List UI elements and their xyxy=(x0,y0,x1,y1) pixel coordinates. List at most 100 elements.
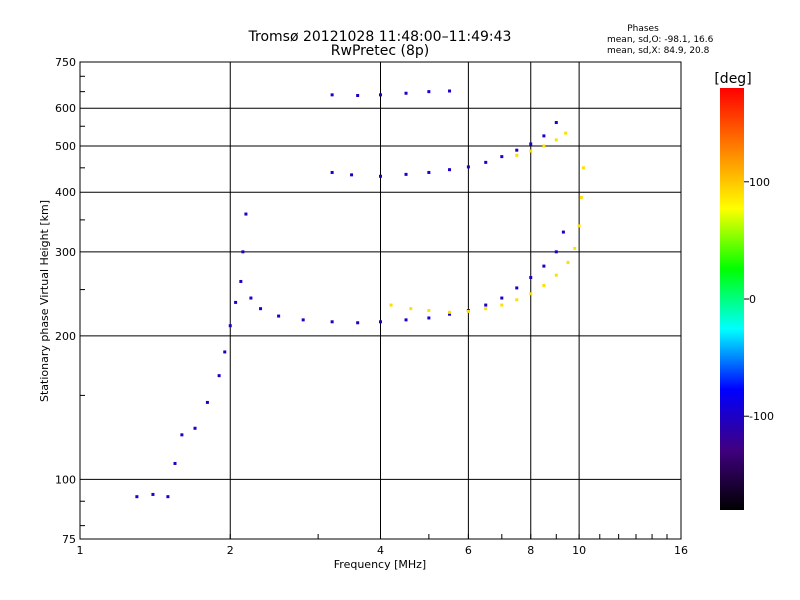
y-tick-label: 200 xyxy=(55,330,76,343)
y-tick-label: 300 xyxy=(55,246,76,259)
x-axis-label: Frequency [MHz] xyxy=(334,558,426,571)
x-tick-label: 4 xyxy=(377,544,384,557)
echo-point-o xyxy=(448,89,452,93)
echo-point-o xyxy=(484,303,488,307)
echo-point-x xyxy=(409,307,413,311)
echo-point-o xyxy=(466,165,470,169)
x-axis-ticks: 1 2 4 6 8 10 16 xyxy=(77,534,688,557)
echo-point-x xyxy=(564,131,568,135)
echo-point-o xyxy=(515,286,519,290)
echo-point-o xyxy=(542,264,546,268)
echo-point-o xyxy=(244,212,248,216)
echo-point-o xyxy=(151,492,155,496)
echo-point-o xyxy=(356,321,360,325)
echo-point-o xyxy=(379,320,382,324)
x-tick-label: 2 xyxy=(227,544,234,557)
echo-point-x xyxy=(554,273,558,277)
echo-point-o xyxy=(427,170,431,174)
echo-point-o xyxy=(330,320,334,324)
echo-point-x xyxy=(554,138,558,142)
x-tick-label: 16 xyxy=(674,544,688,557)
colorbar-label: [deg] xyxy=(714,71,751,87)
echo-point-x xyxy=(579,195,583,199)
echo-point-x xyxy=(515,153,519,157)
echo-point-o xyxy=(484,160,488,164)
echo-point-o xyxy=(217,374,221,378)
y-tick-label: 500 xyxy=(55,140,76,153)
echo-point-o xyxy=(301,318,305,322)
echo-point-o xyxy=(427,316,431,320)
echo-point-o xyxy=(356,94,360,98)
x-tick-label: 10 xyxy=(572,544,586,557)
echo-point-x xyxy=(581,166,585,170)
echo-point-x xyxy=(529,149,533,153)
echo-point-o xyxy=(180,433,184,437)
echo-point-o xyxy=(379,174,382,178)
echo-point-o xyxy=(404,318,408,322)
legend-title: Phases xyxy=(627,24,659,34)
echo-point-x xyxy=(515,298,519,302)
echo-point-o xyxy=(330,170,334,174)
y-tick-label: 600 xyxy=(55,102,76,115)
echo-point-o xyxy=(277,314,281,318)
chart-subtitle: RwPretec (8p) xyxy=(331,43,429,59)
colorbar-tick-label: -100 xyxy=(749,410,774,423)
echo-point-x xyxy=(427,308,431,312)
legend-line-x: mean, sd,X: 84.9, 20.8 xyxy=(607,46,710,56)
echo-point-o xyxy=(135,495,139,499)
echo-point-o xyxy=(239,279,243,283)
echo-point-o xyxy=(542,134,546,138)
echo-point-o xyxy=(404,91,408,95)
colorbar-tick-label: 100 xyxy=(749,176,770,189)
echo-point-x xyxy=(542,283,546,287)
echo-point-o xyxy=(223,350,227,354)
echo-point-o xyxy=(404,172,408,176)
echo-point-x xyxy=(577,224,581,228)
echo-point-o xyxy=(350,173,354,177)
echo-point-o xyxy=(241,250,245,254)
echo-point-o xyxy=(330,93,334,97)
echo-point-o xyxy=(529,142,533,146)
chart-title: Tromsø 20121028 11:48:00–11:49:43 xyxy=(248,29,512,45)
y-tick-label: 400 xyxy=(55,186,76,199)
y-tick-label: 75 xyxy=(62,533,76,546)
echo-point-o xyxy=(554,121,558,125)
x-tick-label: 1 xyxy=(77,544,84,557)
y-tick-label: 750 xyxy=(55,56,76,69)
plot-grid xyxy=(80,62,681,539)
echo-point-o xyxy=(529,276,533,280)
echo-point-o xyxy=(228,324,232,328)
echo-point-o xyxy=(166,495,170,499)
echo-point-x xyxy=(466,309,470,313)
legend-line-o: mean, sd,O: -98.1, 16.6 xyxy=(607,35,714,45)
echo-point-o xyxy=(448,168,452,172)
echo-point-x xyxy=(448,310,452,314)
echo-point-x xyxy=(389,303,393,307)
echo-point-o xyxy=(500,155,504,159)
y-axis-ticks: 75 100 200 300 400 500 600 750 xyxy=(55,56,85,546)
echo-point-x xyxy=(500,303,504,307)
echo-point-o xyxy=(561,230,565,234)
colorbar xyxy=(720,88,744,510)
x-tick-label: 8 xyxy=(527,544,534,557)
echo-point-x xyxy=(529,292,533,296)
echo-point-o xyxy=(515,148,519,152)
echo-point-x xyxy=(484,307,488,311)
echo-point-o xyxy=(173,461,177,465)
colorbar-tick-label: 0 xyxy=(749,293,756,306)
echo-point-o xyxy=(259,307,263,311)
x-tick-label: 6 xyxy=(465,544,472,557)
echo-point-x xyxy=(542,144,546,148)
echo-point-o xyxy=(379,93,382,97)
echo-point-x xyxy=(573,246,577,250)
echo-point-o xyxy=(193,426,197,430)
colorbar-ticks: 100 0 -100 xyxy=(744,176,774,423)
echo-point-o xyxy=(448,312,452,316)
data-points xyxy=(135,89,585,499)
y-tick-label: 100 xyxy=(55,473,76,486)
echo-point-x xyxy=(566,260,570,264)
echo-point-o xyxy=(427,90,431,94)
echo-point-o xyxy=(500,296,504,300)
y-axis-label: Stationary phase Virtual Height [km] xyxy=(38,200,51,402)
